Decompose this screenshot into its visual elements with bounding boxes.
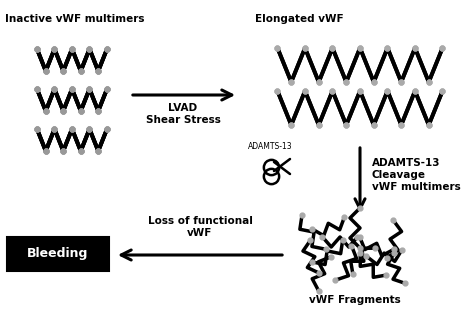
Text: Loss of functional
vWF: Loss of functional vWF: [147, 216, 253, 238]
Text: ADAMTS-13: ADAMTS-13: [248, 142, 292, 151]
Text: ADAMTS-13
Cleavage
vWF multimers: ADAMTS-13 Cleavage vWF multimers: [372, 158, 461, 192]
Text: Inactive vWF multimers: Inactive vWF multimers: [5, 14, 145, 24]
Text: Elongated vWF: Elongated vWF: [255, 14, 344, 24]
Text: Bleeding: Bleeding: [27, 248, 89, 261]
FancyBboxPatch shape: [7, 237, 109, 271]
Text: LVAD
Shear Stress: LVAD Shear Stress: [146, 103, 220, 125]
Text: vWF Fragments: vWF Fragments: [309, 295, 401, 305]
